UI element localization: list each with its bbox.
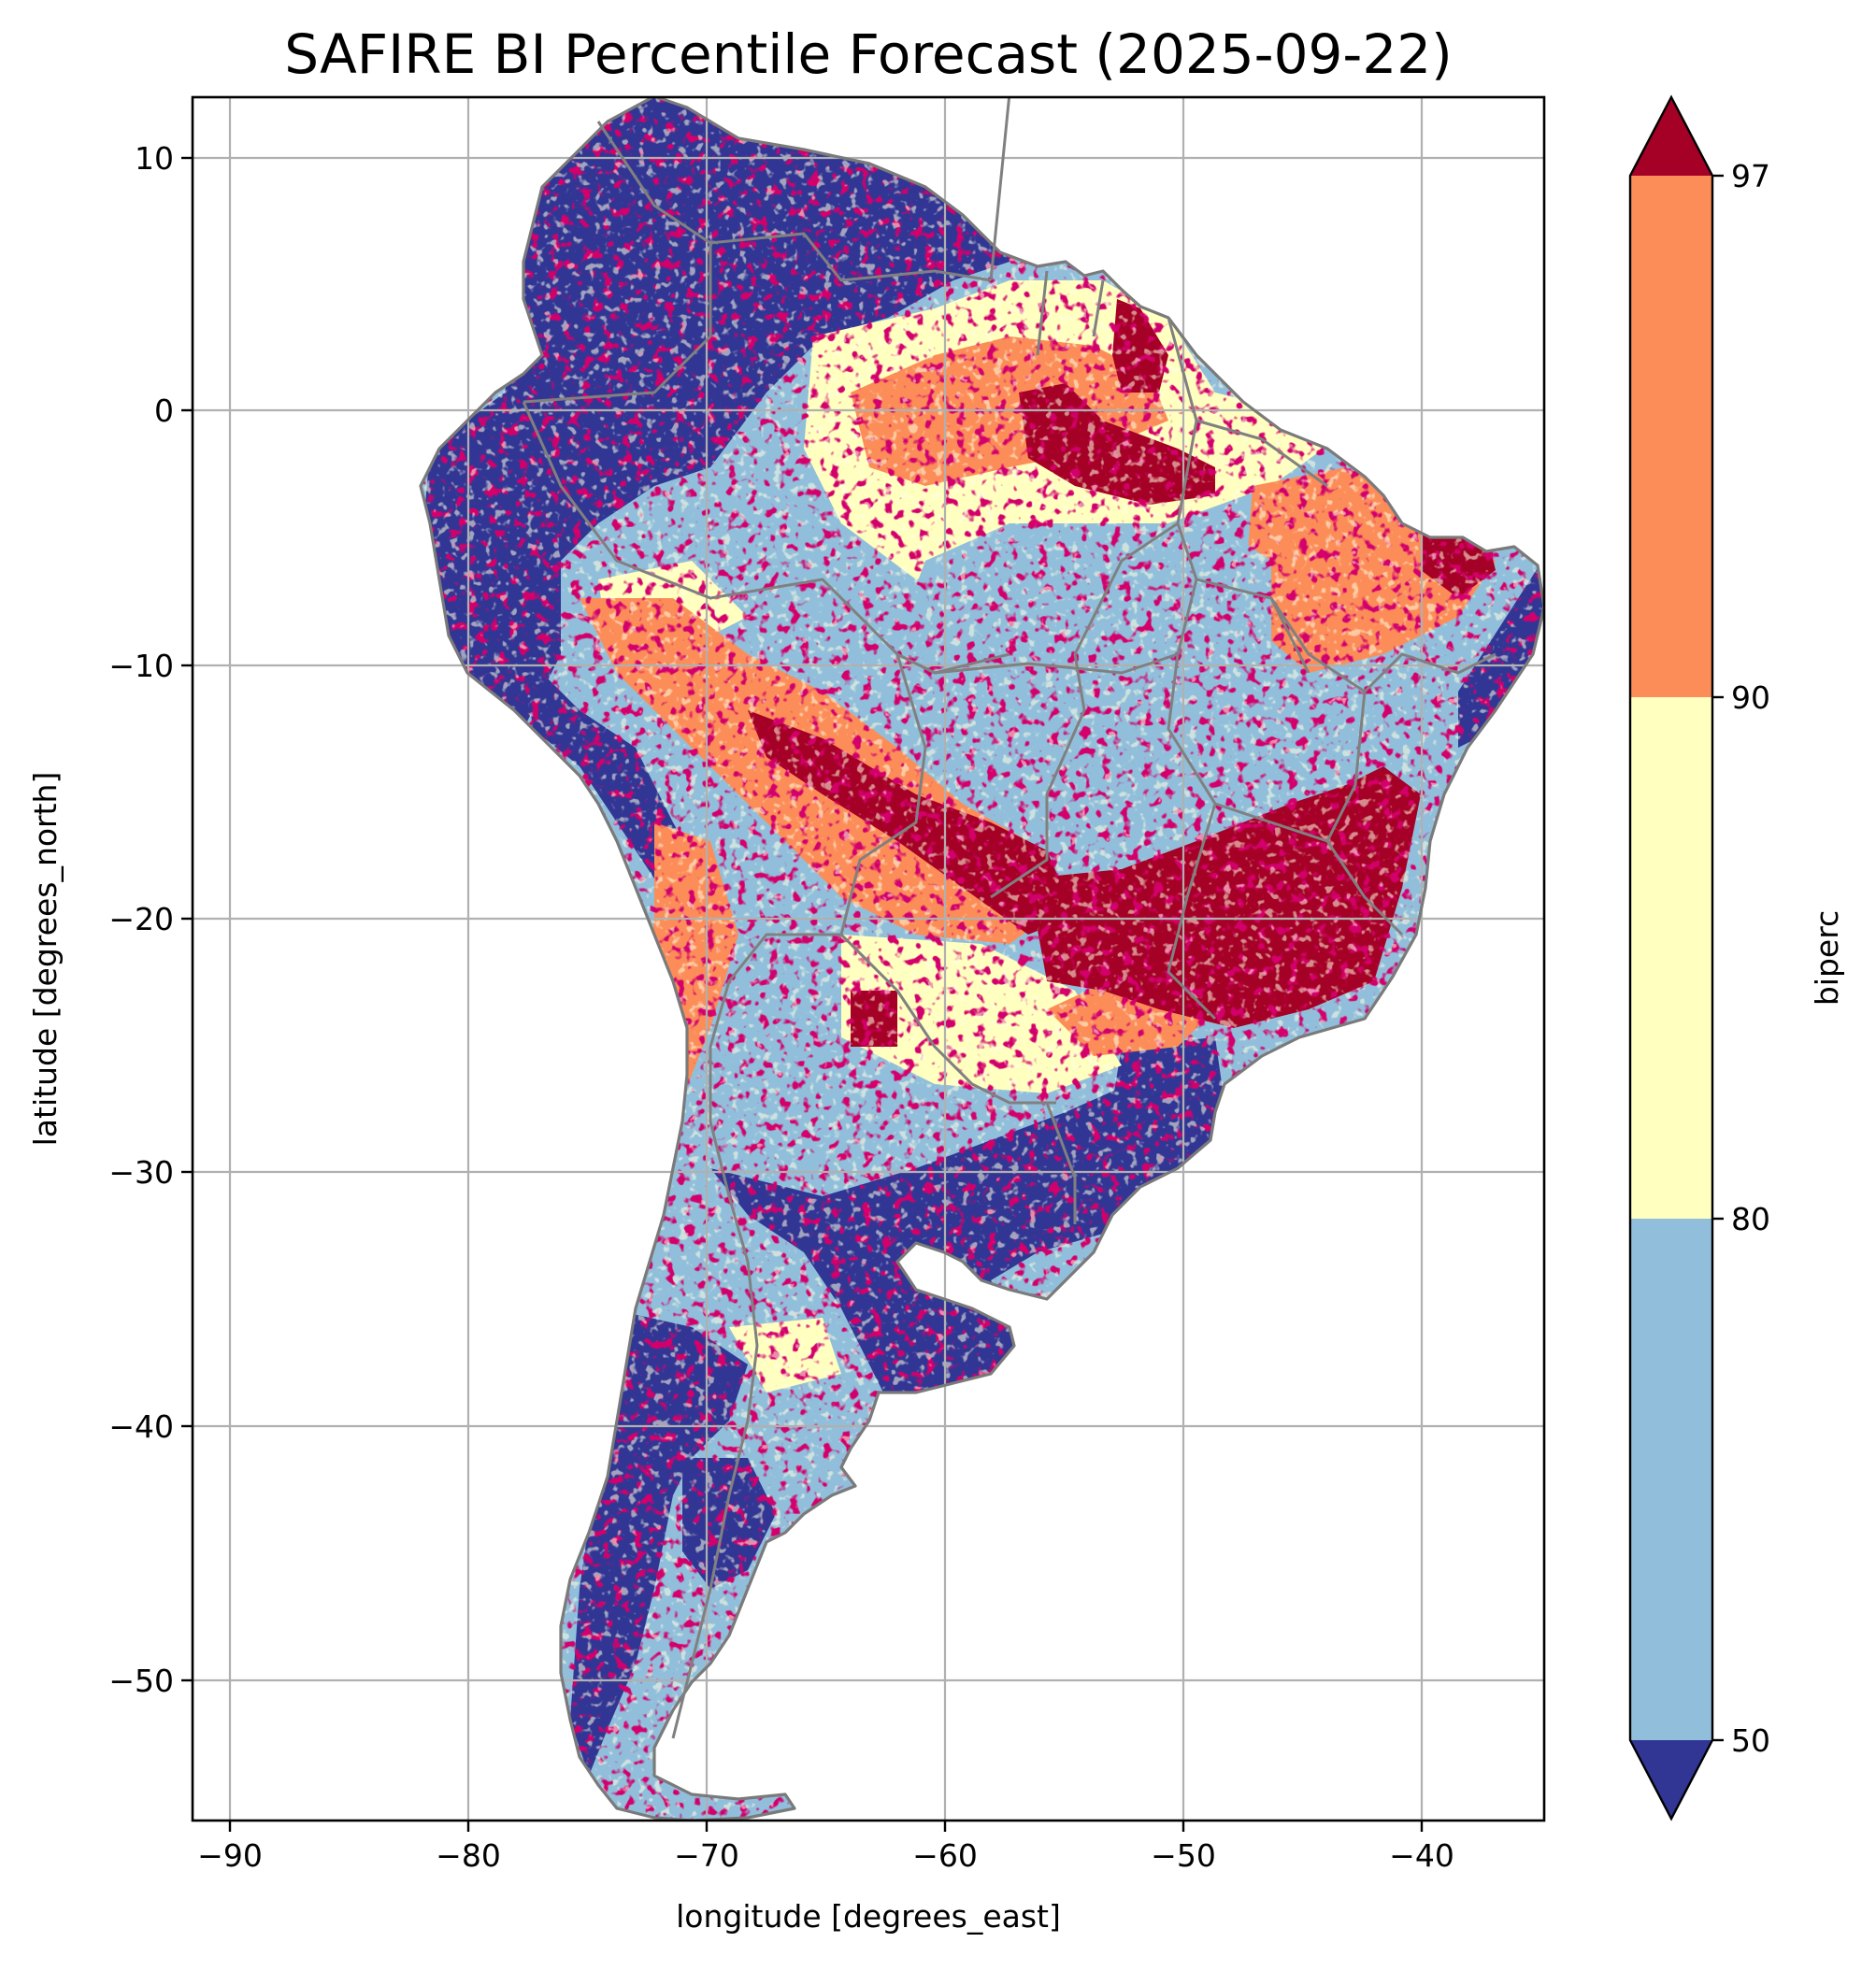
y-tick-label: −40 (108, 1408, 174, 1445)
y-tick-label: 10 (135, 140, 174, 177)
colorbar-segment-90-97 (1630, 176, 1712, 697)
x-tick-label: −90 (197, 1837, 263, 1874)
colorbar: 97 90 80 50 biperc (1628, 94, 1845, 1821)
x-tick-label: −70 (674, 1837, 739, 1874)
axes-frame (191, 95, 1546, 1822)
y-tick-label: −10 (108, 648, 174, 684)
y-tick-label: 0 (154, 393, 174, 429)
y-tick-label: −30 (108, 1154, 174, 1191)
y-axis-label: latitude [degrees_north] (27, 772, 64, 1147)
x-tick-label: −50 (1151, 1837, 1216, 1874)
colorbar-label: biperc (1809, 910, 1845, 1006)
colorbar-extend-top (1630, 97, 1712, 176)
gridlines (193, 97, 1544, 1821)
y-tick-label: −50 (108, 1663, 174, 1699)
colorbar-segment-80-90 (1630, 697, 1712, 1219)
colorbar-segment-50-80 (1630, 1219, 1712, 1740)
x-axis: −90 −80 −70 −60 −50 −40 longitude [degre… (197, 1821, 1454, 1935)
y-axis: 10 0 −10 −20 −30 −40 −50 latitude [degre… (27, 140, 193, 1699)
coastlines-borders (419, 97, 1544, 1821)
colorbar-tick-label: 80 (1731, 1201, 1770, 1237)
x-tick-label: −60 (912, 1837, 978, 1874)
x-tick-label: −80 (436, 1837, 501, 1874)
x-tick-label: −40 (1389, 1837, 1454, 1874)
colorbar-tick-label: 97 (1731, 158, 1770, 194)
x-axis-label: longitude [degrees_east] (676, 1898, 1061, 1935)
y-tick-label: −20 (108, 901, 174, 937)
country-borders (522, 97, 1497, 1739)
chart-title: SAFIRE BI Percentile Forecast (2025-09-2… (284, 22, 1453, 86)
colorbar-tick-label: 50 (1731, 1722, 1770, 1759)
colorbar-extend-bottom (1630, 1740, 1712, 1819)
colorbar-tick-label: 90 (1731, 679, 1770, 716)
